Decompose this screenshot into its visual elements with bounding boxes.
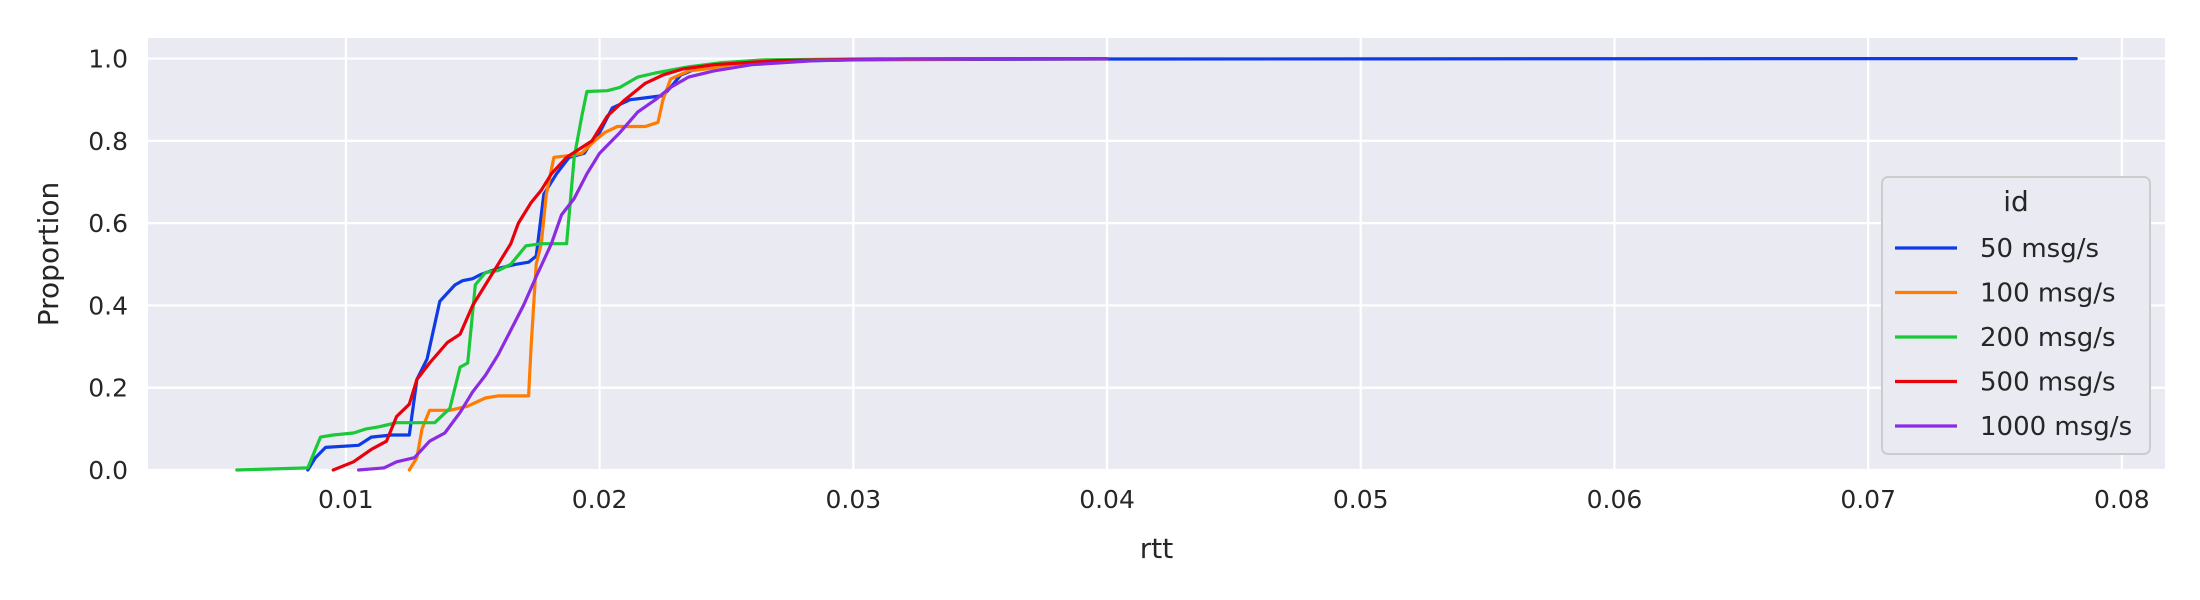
legend-label-2: 200 msg/s: [1980, 323, 2116, 353]
series-line-3: [331, 57, 1109, 472]
legend-label-1: 100 msg/s: [1980, 279, 2116, 309]
y-tick-label-0: 0.0: [88, 456, 128, 485]
x-tick-label-5: 0.06: [1587, 485, 1643, 514]
y-tick-label-4: 0.8: [88, 127, 128, 156]
legend: id 50 msg/s 100 msg/s 200 msg/s 500 msg/s 10…: [1881, 176, 2151, 455]
x-tick-label-0: 0.01: [318, 485, 374, 514]
y-axis-label: Proportion: [32, 182, 65, 326]
y-tick-label-2: 0.4: [88, 291, 128, 320]
legend-label-4: 1000 msg/s: [1980, 412, 2132, 442]
legend-box: [1881, 176, 2151, 455]
x-axis-label: rtt: [1140, 532, 1173, 565]
legend-items: 50 msg/s 100 msg/s 200 msg/s 500 msg/s 1000 …: [1895, 234, 2132, 442]
x-tick-label-2: 0.03: [825, 485, 881, 514]
x-tick-label-1: 0.02: [572, 485, 628, 514]
x-tick-label-3: 0.04: [1079, 485, 1135, 514]
legend-label-3: 500 msg/s: [1980, 368, 2116, 398]
series-line-4: [357, 57, 1109, 472]
x-tick-label-7: 0.08: [2094, 485, 2150, 514]
legend-title: id: [2003, 185, 2029, 218]
series-lines: [235, 57, 2078, 472]
y-tick-label-3: 0.6: [88, 209, 128, 238]
y-tick-label-5: 1.0: [88, 45, 128, 74]
legend-label-0: 50 msg/s: [1980, 234, 2099, 264]
tick-labels: 0.01 0.02 0.03 0.04 0.05 0.06 0.07 0.08 0.0 0.2 0.…: [88, 45, 2149, 514]
y-tick-label-1: 0.2: [88, 374, 128, 403]
x-tick-label-6: 0.07: [1840, 485, 1896, 514]
x-tick-label-4: 0.05: [1333, 485, 1389, 514]
series-line-2: [235, 57, 1109, 472]
